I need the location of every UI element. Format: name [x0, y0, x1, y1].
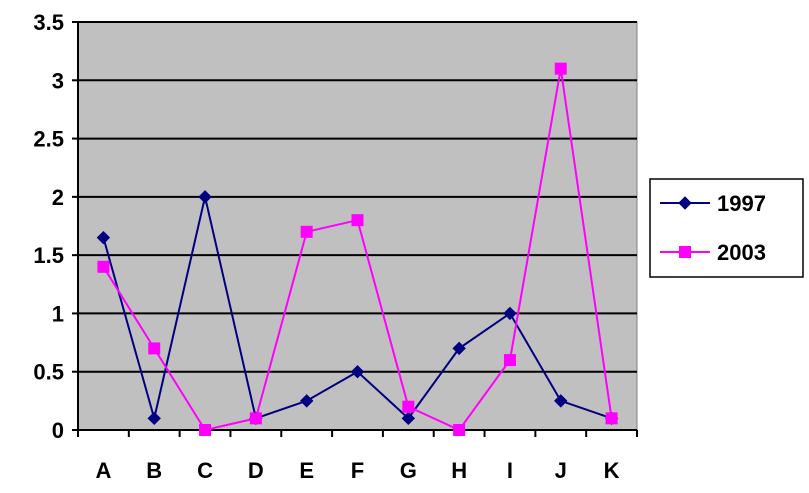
data-point-1997-i — [503, 306, 517, 321]
y-tick-label: 2.5 — [33, 127, 64, 152]
data-point-1997-c — [198, 190, 212, 204]
legend-label-1997: 1997 — [717, 191, 766, 216]
data-point-2003-c — [199, 424, 212, 436]
y-tick-label: 0.5 — [33, 360, 64, 385]
series-2003 — [97, 62, 618, 436]
y-axis-tick-labels: 0 0.5 1 1.5 2 2.5 3 3.5 — [33, 10, 64, 443]
x-tick-label-b: B — [146, 458, 162, 483]
data-point-2003-f — [351, 214, 364, 227]
y-tick-label: 3.5 — [33, 10, 64, 35]
data-point-2003-h — [453, 424, 466, 436]
data-point-2003-b — [148, 342, 161, 355]
axes — [72, 21, 638, 437]
y-tick-label: 2 — [52, 185, 64, 210]
legend-items: 1997 2003 — [660, 191, 766, 265]
data-point-2003-a — [97, 260, 110, 273]
legend-marker-2003 — [679, 246, 691, 258]
data-point-2003-e — [300, 225, 313, 238]
legend-box — [649, 178, 804, 278]
y-tick-label: 1 — [52, 301, 64, 326]
data-point-1997-j — [554, 394, 568, 408]
x-tick-label-f: F — [351, 458, 364, 483]
x-axis-tick-labels: A B C D E F G H I J K — [95, 458, 619, 483]
legend-item-1997: 1997 — [660, 191, 766, 216]
x-tick-label-h: H — [451, 458, 467, 483]
x-tick-label-g: G — [400, 458, 417, 483]
x-tick-label-d: D — [248, 458, 264, 483]
data-point-2003-k — [605, 412, 618, 425]
legend-label-2003: 2003 — [717, 240, 766, 265]
data-point-1997-b — [147, 411, 161, 426]
data-point-2003-i — [503, 354, 516, 367]
y-tick-label: 3 — [52, 68, 64, 93]
data-point-1997-a — [96, 230, 111, 245]
series-1997 — [96, 190, 619, 426]
legend-marker-1997 — [678, 196, 692, 210]
x-tick-label-i: I — [507, 458, 513, 483]
data-point-2003-g — [402, 400, 415, 413]
x-tick-label-c: C — [197, 458, 213, 483]
data-point-1997-f — [350, 365, 365, 379]
legend: 1997 2003 — [649, 178, 804, 278]
y-tick-label: 1.5 — [33, 243, 64, 268]
legend-item-2003: 2003 — [660, 240, 766, 265]
x-tick-label-k: K — [604, 458, 620, 483]
data-point-2003-d — [249, 412, 262, 425]
y-tick-label: 0 — [52, 418, 64, 443]
data-point-1997-h — [452, 341, 466, 356]
data-point-2003-j — [554, 62, 567, 75]
data-point-1997-g — [401, 411, 416, 426]
x-tick-label-a: A — [95, 458, 111, 483]
x-tick-label-e: E — [299, 458, 314, 483]
data-point-1997-e — [299, 394, 314, 408]
x-tick-label-j: J — [555, 458, 567, 483]
series-layer — [96, 62, 619, 436]
